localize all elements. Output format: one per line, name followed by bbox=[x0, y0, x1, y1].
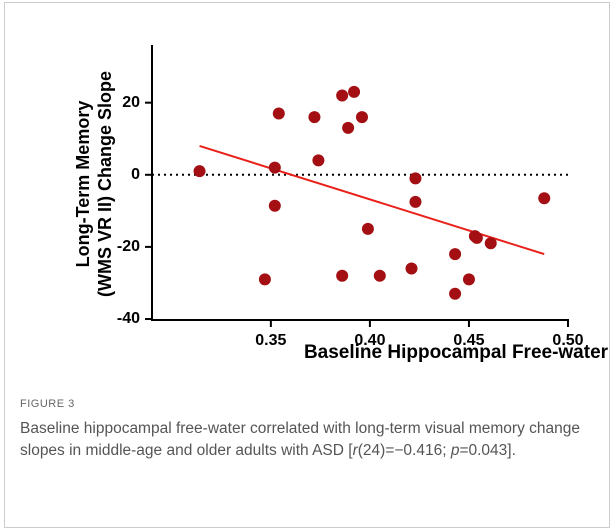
x-tick-label: 0.50 bbox=[552, 332, 583, 349]
fit-line bbox=[199, 144, 545, 256]
data-point bbox=[268, 161, 281, 174]
figure-label: FIGURE 3 bbox=[20, 398, 75, 410]
data-point bbox=[449, 248, 462, 261]
data-point bbox=[484, 237, 497, 250]
data-point bbox=[462, 273, 475, 286]
figure-frame bbox=[4, 2, 610, 528]
x-axis-label: Baseline Hippocampal Free-water bbox=[304, 342, 609, 363]
caption-text: (24)=−0.416; bbox=[357, 442, 451, 459]
y-axis-label: Long-Term Memory bbox=[73, 101, 93, 268]
y-tick-label: 20 bbox=[122, 94, 140, 111]
caption-text: Baseline hippocampal free-water correlat… bbox=[20, 420, 580, 459]
y-axis-label: (WMS VR II) Change Slope bbox=[95, 71, 115, 297]
data-point bbox=[268, 199, 281, 212]
data-point bbox=[538, 192, 551, 205]
figure-caption: Baseline hippocampal free-water correlat… bbox=[20, 418, 590, 462]
data-point bbox=[336, 269, 349, 282]
data-point bbox=[409, 172, 422, 185]
data-point bbox=[308, 111, 321, 124]
data-point bbox=[348, 85, 361, 98]
data-point bbox=[361, 222, 374, 235]
y-tick-label: -40 bbox=[117, 310, 140, 327]
caption-text: =0.043]. bbox=[459, 442, 516, 459]
data-point bbox=[373, 269, 386, 282]
y-tick-label: -20 bbox=[117, 238, 140, 255]
chart: Baseline Hippocampal Free-water Long-Ter… bbox=[73, 45, 609, 363]
data-point bbox=[470, 231, 483, 244]
data-point bbox=[312, 154, 325, 167]
data-point bbox=[449, 287, 462, 300]
data-point bbox=[409, 195, 422, 208]
y-tick-label: 0 bbox=[131, 166, 140, 183]
data-point bbox=[336, 89, 349, 102]
data-point bbox=[258, 273, 271, 286]
x-tick-label: 0.35 bbox=[255, 332, 286, 349]
caption-text: p bbox=[450, 442, 460, 459]
data-point bbox=[405, 262, 418, 275]
x-tick-label: 0.45 bbox=[453, 332, 484, 349]
data-point bbox=[342, 121, 355, 134]
x-tick-label: 0.40 bbox=[354, 332, 385, 349]
data-point bbox=[355, 111, 368, 124]
data-point bbox=[193, 165, 206, 178]
caption-text: r bbox=[352, 442, 358, 459]
data-point bbox=[272, 107, 285, 120]
